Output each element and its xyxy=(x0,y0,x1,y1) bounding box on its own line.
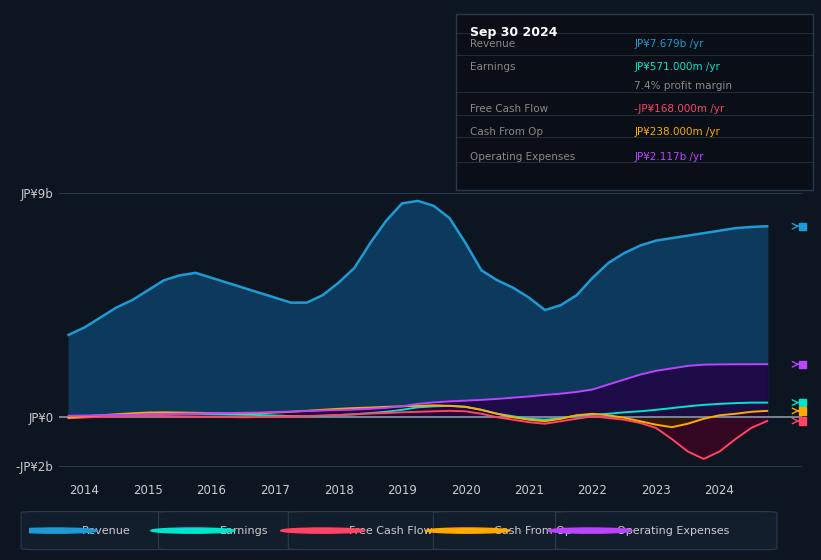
Text: Free Cash Flow: Free Cash Flow xyxy=(350,526,433,535)
Bar xyxy=(799,417,806,424)
Text: Cash From Op: Cash From Op xyxy=(494,526,572,535)
Circle shape xyxy=(13,528,98,533)
Text: Cash From Op: Cash From Op xyxy=(470,127,543,137)
Bar xyxy=(799,399,806,406)
Text: JP¥571.000m /yr: JP¥571.000m /yr xyxy=(635,62,720,72)
Circle shape xyxy=(548,528,632,533)
Circle shape xyxy=(151,528,235,533)
Text: -JP¥168.000m /yr: -JP¥168.000m /yr xyxy=(635,104,724,114)
FancyBboxPatch shape xyxy=(456,14,813,190)
Text: Revenue: Revenue xyxy=(470,39,515,49)
Text: 7.4% profit margin: 7.4% profit margin xyxy=(635,81,732,91)
Text: Free Cash Flow: Free Cash Flow xyxy=(470,104,548,114)
Text: JP¥238.000m /yr: JP¥238.000m /yr xyxy=(635,127,720,137)
Text: JP¥2.117b /yr: JP¥2.117b /yr xyxy=(635,152,704,162)
Circle shape xyxy=(281,528,365,533)
Text: JP¥7.679b /yr: JP¥7.679b /yr xyxy=(635,39,704,49)
Text: Operating Expenses: Operating Expenses xyxy=(617,526,729,535)
Bar xyxy=(799,407,806,414)
Text: Sep 30 2024: Sep 30 2024 xyxy=(470,26,557,39)
FancyBboxPatch shape xyxy=(288,512,449,550)
FancyBboxPatch shape xyxy=(21,512,174,550)
FancyBboxPatch shape xyxy=(556,512,777,550)
FancyBboxPatch shape xyxy=(158,512,304,550)
FancyBboxPatch shape xyxy=(433,512,571,550)
Text: Operating Expenses: Operating Expenses xyxy=(470,152,576,162)
Bar xyxy=(799,361,806,368)
Bar xyxy=(799,222,806,230)
Text: Revenue: Revenue xyxy=(82,526,131,535)
Circle shape xyxy=(426,528,510,533)
Text: Earnings: Earnings xyxy=(220,526,268,535)
Text: Earnings: Earnings xyxy=(470,62,516,72)
